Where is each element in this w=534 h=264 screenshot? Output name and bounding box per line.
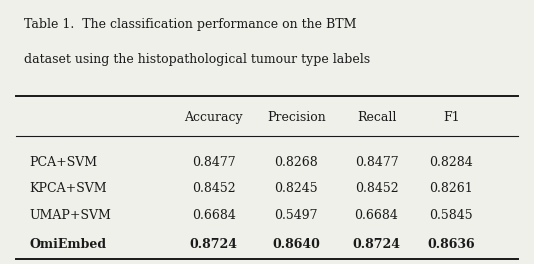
- Text: 0.8636: 0.8636: [427, 238, 475, 251]
- Text: 0.8477: 0.8477: [355, 156, 398, 169]
- Text: 0.8245: 0.8245: [274, 182, 318, 195]
- Text: Precision: Precision: [267, 111, 326, 124]
- Text: PCA+SVM: PCA+SVM: [29, 156, 98, 169]
- Text: OmiEmbed: OmiEmbed: [29, 238, 106, 251]
- Text: 0.8452: 0.8452: [355, 182, 398, 195]
- Text: 0.6684: 0.6684: [355, 209, 398, 222]
- Text: F1: F1: [443, 111, 460, 124]
- Text: 0.8261: 0.8261: [429, 182, 473, 195]
- Text: 0.5845: 0.5845: [429, 209, 473, 222]
- Text: dataset using the histopathological tumour type labels: dataset using the histopathological tumo…: [24, 53, 370, 66]
- Text: 0.8724: 0.8724: [190, 238, 238, 251]
- Text: Table 1.  The classification performance on the BTM: Table 1. The classification performance …: [24, 18, 357, 31]
- Text: 0.5497: 0.5497: [274, 209, 318, 222]
- Text: 0.8268: 0.8268: [274, 156, 318, 169]
- Text: 0.8724: 0.8724: [352, 238, 400, 251]
- Text: 0.8284: 0.8284: [429, 156, 473, 169]
- Text: 0.8477: 0.8477: [192, 156, 235, 169]
- Text: 0.6684: 0.6684: [192, 209, 235, 222]
- Text: UMAP+SVM: UMAP+SVM: [29, 209, 111, 222]
- Text: 0.8640: 0.8640: [272, 238, 320, 251]
- Text: Accuracy: Accuracy: [184, 111, 243, 124]
- Text: Recall: Recall: [357, 111, 396, 124]
- Text: KPCA+SVM: KPCA+SVM: [29, 182, 107, 195]
- Text: 0.8452: 0.8452: [192, 182, 235, 195]
